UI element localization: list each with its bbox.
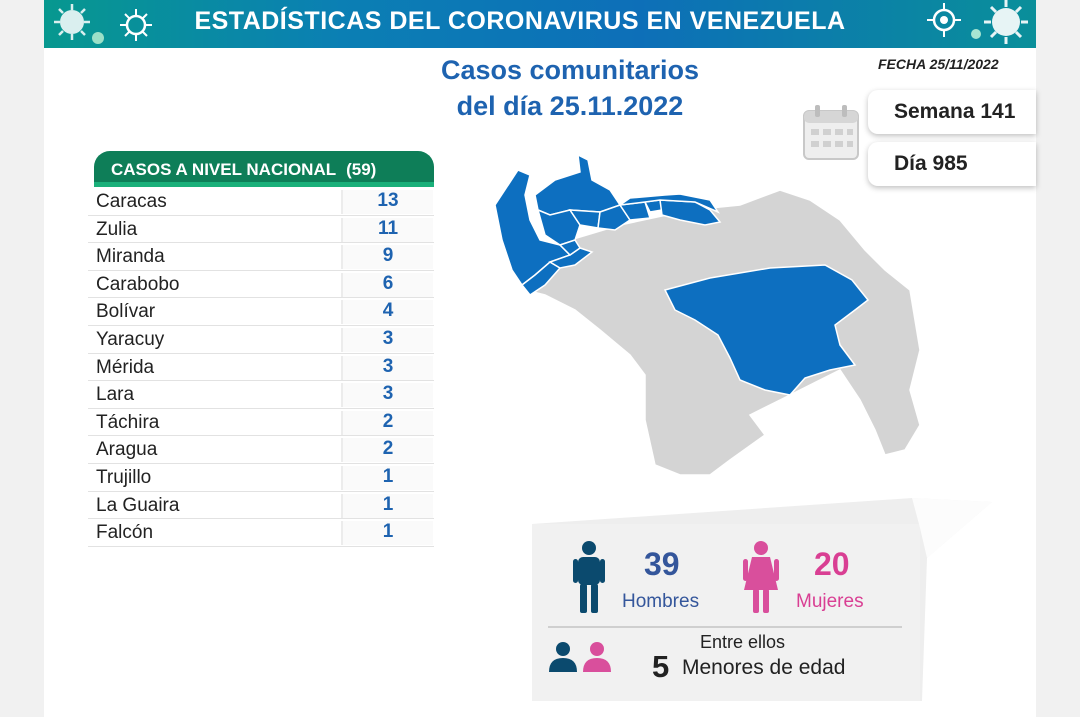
state-case-count: 1 bbox=[341, 521, 433, 546]
state-name: Falcón bbox=[96, 522, 154, 544]
state-case-count: 2 bbox=[341, 438, 433, 463]
page-title: ESTADÍSTICAS DEL CORONAVIRUS EN VENEZUEL… bbox=[194, 7, 846, 35]
subtitle-line-2: del día 25.11.2022 bbox=[456, 91, 684, 121]
state-name: Zulia bbox=[96, 218, 138, 240]
state-name: Carabobo bbox=[96, 273, 180, 295]
table-row: Mérida 3 bbox=[88, 354, 434, 382]
state-case-count: 3 bbox=[341, 383, 433, 408]
women-label: Mujeres bbox=[796, 591, 864, 612]
table-title: CASOS A NIVEL NACIONAL bbox=[111, 160, 337, 179]
table-row: Lara 3 bbox=[88, 381, 434, 409]
table-row: La Guaira 1 bbox=[88, 492, 434, 520]
state-name: Bolívar bbox=[96, 301, 156, 323]
week-badge: Semana 141 bbox=[868, 90, 1036, 134]
map-state-lara bbox=[536, 208, 581, 246]
women-count: 20 bbox=[814, 546, 850, 582]
state-case-count: 9 bbox=[341, 245, 433, 270]
state-case-count: 6 bbox=[341, 272, 433, 297]
state-case-count: 3 bbox=[341, 327, 433, 352]
state-case-count: 11 bbox=[341, 217, 433, 242]
state-name: Aragua bbox=[96, 439, 158, 461]
date-label: FECHA 25/11/2022 bbox=[878, 56, 999, 72]
virus-icon bbox=[927, 3, 961, 37]
man-icon bbox=[573, 541, 605, 613]
map-state-bolivar bbox=[663, 264, 870, 396]
virus-icon bbox=[971, 0, 1028, 44]
subtitle: Casos comunitarios del día 25.11.2022 bbox=[380, 52, 760, 124]
stats-divider bbox=[548, 626, 902, 628]
state-name: Trujillo bbox=[96, 466, 152, 488]
among-them-label: Entre ellos bbox=[700, 632, 786, 652]
virus-icon bbox=[120, 9, 152, 41]
state-name: Miranda bbox=[96, 246, 165, 268]
people-icon bbox=[549, 642, 611, 672]
state-case-count: 13 bbox=[341, 190, 433, 214]
state-name: Caracas bbox=[96, 191, 167, 212]
state-case-count: 1 bbox=[341, 493, 433, 518]
table-row: Zulia 11 bbox=[88, 216, 434, 244]
table-header-accent bbox=[94, 182, 434, 187]
men-count: 39 bbox=[644, 546, 680, 582]
state-case-count: 3 bbox=[341, 355, 433, 380]
map-state-carabobo bbox=[597, 204, 632, 231]
state-name: Táchira bbox=[96, 411, 160, 433]
table-row: Yaracuy 3 bbox=[88, 326, 434, 354]
table-row: Táchira 2 bbox=[88, 409, 434, 437]
table-row: Trujillo 1 bbox=[88, 464, 434, 492]
state-name: La Guaira bbox=[96, 494, 180, 516]
table-row: Miranda 9 bbox=[88, 243, 434, 271]
calendar-icon bbox=[803, 105, 859, 160]
map-state-falcon bbox=[534, 153, 622, 216]
header-banner bbox=[44, 0, 1036, 48]
day-badge: Día 985 bbox=[868, 142, 1036, 186]
subtitle-line-1: Casos comunitarios bbox=[440, 55, 700, 85]
state-case-count: 1 bbox=[341, 465, 433, 490]
stats-panel-background bbox=[532, 498, 992, 701]
table-header: CASOS A NIVEL NACIONAL (59) bbox=[94, 151, 434, 187]
table-row: Bolívar 4 bbox=[88, 298, 434, 326]
venezuela-map bbox=[494, 153, 920, 476]
minors-label: Menores de edad bbox=[682, 656, 846, 679]
cases-table: Caracas 13 Zulia 11 Miranda 9 Carabobo 6 Bolívar… bbox=[88, 188, 434, 547]
state-case-count: 2 bbox=[341, 410, 433, 435]
virus-icon bbox=[54, 4, 104, 44]
table-row: Falcón 1 bbox=[88, 519, 434, 547]
table-total: (59) bbox=[346, 160, 377, 179]
table-row: Carabobo 6 bbox=[88, 271, 434, 299]
minors-count: 5 bbox=[652, 649, 670, 684]
state-case-count: 4 bbox=[341, 300, 433, 325]
state-name: Yaracuy bbox=[96, 328, 165, 350]
state-name: Mérida bbox=[96, 356, 155, 378]
map-state-trujillo bbox=[558, 239, 582, 256]
table-row: Aragua 2 bbox=[88, 436, 434, 464]
woman-icon bbox=[743, 541, 779, 613]
men-label: Hombres bbox=[622, 591, 700, 612]
map-state-la-guaira bbox=[619, 193, 721, 214]
table-row: Caracas 13 bbox=[88, 188, 434, 216]
state-name: Lara bbox=[96, 384, 135, 406]
